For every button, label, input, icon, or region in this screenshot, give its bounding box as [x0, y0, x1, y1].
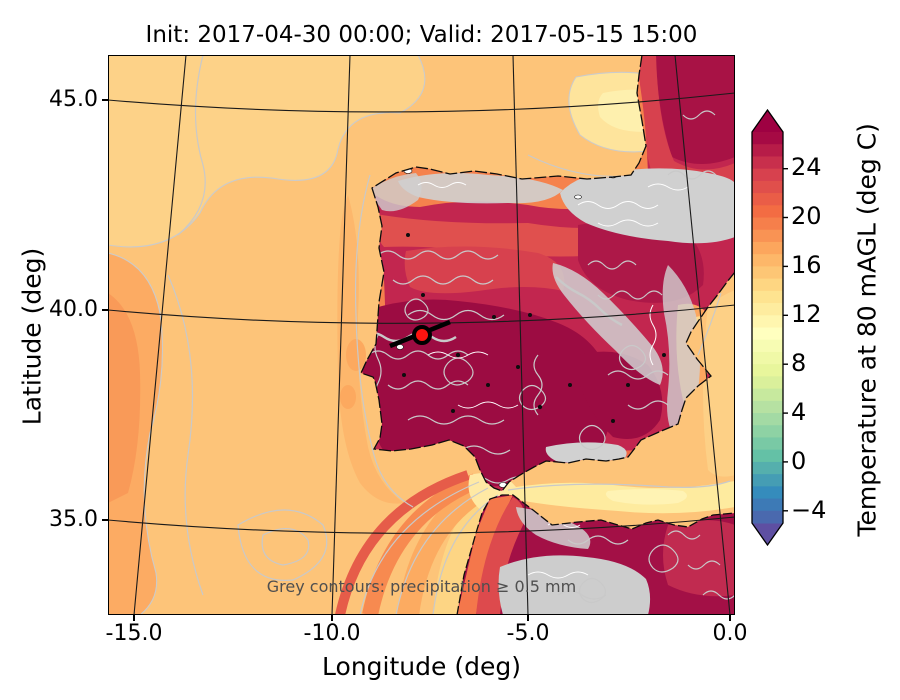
- figure-title: Init: 2017-04-30 00:00; Valid: 2017-05-1…: [108, 22, 735, 48]
- xtick-label: 0.0: [682, 621, 778, 646]
- cbtick-label: 8: [791, 349, 861, 377]
- ytick-mark: [102, 309, 108, 311]
- xtick-label: -10.0: [284, 621, 380, 646]
- cbtick-label: 4: [791, 398, 861, 426]
- cbtick-label: 24: [791, 153, 861, 181]
- colorbar-upper-arrow: [752, 110, 783, 132]
- xtick-label: -5.0: [480, 621, 576, 646]
- xtick-label: -15.0: [86, 621, 182, 646]
- ytick-label: 35.0: [28, 507, 98, 532]
- map-canvas: [108, 55, 735, 615]
- colorbar-ticks: [783, 169, 788, 511]
- cbtick-label: 0: [791, 447, 861, 475]
- colorbar-label: Temperature at 80 mAGL (deg C): [853, 147, 882, 537]
- map-svg: [108, 55, 735, 615]
- ytick-label: 45.0: [28, 87, 98, 112]
- colorbar-bands: [752, 132, 783, 524]
- colorbar-lower-arrow: [752, 523, 783, 545]
- cbtick-label: 20: [791, 202, 861, 230]
- figure: Init: 2017-04-30 00:00; Valid: 2017-05-1…: [0, 0, 900, 700]
- ytick-mark: [102, 519, 108, 521]
- x-axis-label: Longitude (deg): [108, 652, 735, 681]
- cbtick-label: 12: [791, 300, 861, 328]
- cbtick-label: 16: [791, 251, 861, 279]
- ytick-mark: [102, 99, 108, 101]
- precip-annotation: Grey contours: precipitation ≥ 0.5 mm: [108, 577, 735, 596]
- cbtick-label: −4: [791, 496, 861, 524]
- y-axis-label: Latitude (deg): [18, 187, 47, 487]
